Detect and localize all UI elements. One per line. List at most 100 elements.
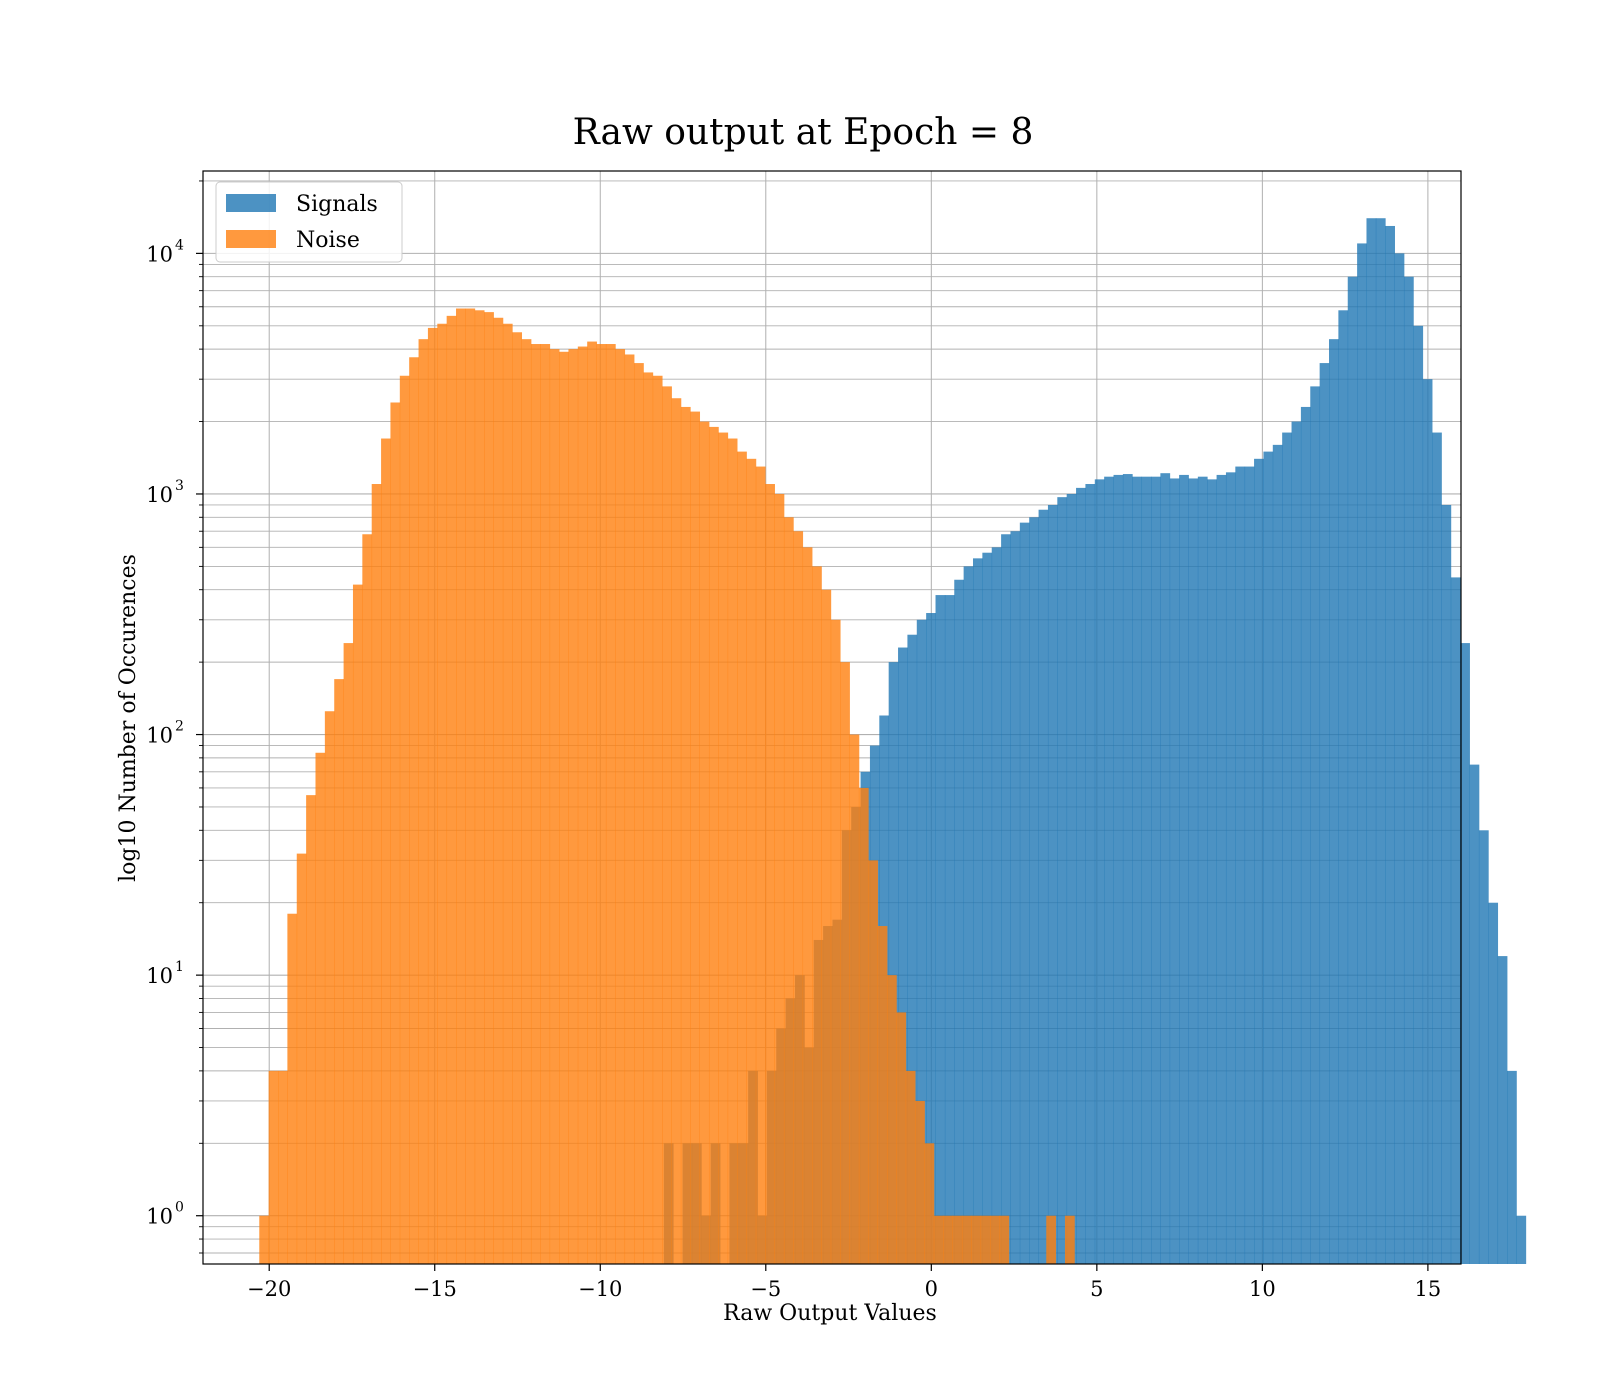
bar-signals-44 <box>1076 487 1086 1265</box>
bar-signals-59 <box>1216 474 1227 1264</box>
legend-label-signals: Signals <box>296 192 378 217</box>
bar-noise-45 <box>680 406 691 1264</box>
bar-noise-30 <box>540 344 551 1265</box>
bar-noise-59 <box>812 566 822 1264</box>
bar-noise-69 <box>905 1070 916 1264</box>
bar-noise-46 <box>690 411 701 1264</box>
bar-signals-73 <box>1347 276 1358 1264</box>
bar-signals-76 <box>1375 218 1386 1264</box>
bar-noise-34 <box>577 346 588 1265</box>
bar-signals-47 <box>1104 476 1114 1265</box>
bar-signals-64 <box>1263 451 1274 1264</box>
bar-signals-41 <box>1047 504 1058 1265</box>
bar-noise-55 <box>774 493 785 1264</box>
bar-noise-79 <box>999 1215 1010 1264</box>
histogram-bars <box>259 218 1527 1265</box>
bar-noise-58 <box>802 547 813 1264</box>
bar-noise-68 <box>896 1012 907 1264</box>
bar-noise-6 <box>315 752 326 1264</box>
bar-noise-9 <box>343 643 354 1264</box>
bar-signals-45 <box>1085 484 1096 1264</box>
bar-noise-56 <box>783 517 794 1264</box>
bar-signals-61 <box>1235 466 1246 1264</box>
y-tick-label-0: 10 <box>146 1205 173 1229</box>
bar-noise-39 <box>624 354 635 1264</box>
bar-noise-0 <box>259 1215 270 1264</box>
bar-noise-47 <box>699 421 710 1264</box>
bar-noise-23 <box>474 310 485 1265</box>
bar-noise-65 <box>868 860 879 1264</box>
legend-swatch-signals <box>226 194 276 212</box>
bar-noise-19 <box>437 323 448 1265</box>
bar-signals-54 <box>1169 478 1180 1265</box>
bar-noise-33 <box>568 349 579 1264</box>
bar-signals-51 <box>1141 476 1152 1265</box>
bar-signals-63 <box>1254 458 1264 1264</box>
bar-noise-78 <box>990 1215 1000 1264</box>
x-tick-label-5: 5 <box>1090 1277 1103 1301</box>
bar-signals-58 <box>1207 479 1217 1264</box>
bar-signals-69 <box>1310 386 1321 1264</box>
bar-noise-24 <box>484 312 494 1264</box>
bar-noise-17 <box>418 339 429 1264</box>
bar-noise-54 <box>765 484 775 1264</box>
bar-signals-34 <box>982 552 993 1264</box>
bar-noise-42 <box>652 375 663 1264</box>
y-tick-label-1: 10 <box>146 964 173 988</box>
bar-noise-64 <box>858 787 869 1264</box>
legend: Signals Noise <box>215 181 403 263</box>
bar-signals-80 <box>1413 325 1424 1264</box>
bar-signals-49 <box>1122 474 1133 1265</box>
bar-noise-86 <box>1064 1215 1075 1264</box>
bar-signals-75 <box>1366 218 1377 1264</box>
bar-noise-38 <box>615 349 626 1264</box>
bar-noise-5 <box>306 795 316 1264</box>
bar-signals-87 <box>1478 830 1489 1264</box>
bar-noise-41 <box>643 372 654 1264</box>
bar-signals-67 <box>1291 421 1302 1264</box>
bar-signals-37 <box>1010 531 1021 1264</box>
bar-noise-70 <box>915 1100 925 1264</box>
bar-noise-51 <box>737 451 747 1264</box>
bar-noise-52 <box>746 458 757 1264</box>
y-tick-exponent-3: 3 <box>175 478 184 494</box>
bar-signals-83 <box>1441 504 1452 1265</box>
bar-noise-2 <box>278 1070 288 1264</box>
bar-noise-15 <box>399 375 410 1264</box>
bar-signals-84 <box>1450 577 1461 1264</box>
bar-signals-38 <box>1019 522 1030 1264</box>
bar-signals-74 <box>1357 243 1367 1265</box>
bar-noise-22 <box>465 308 476 1264</box>
bar-signals-72 <box>1338 310 1349 1265</box>
bar-noise-50 <box>727 438 738 1264</box>
bar-noise-84 <box>1046 1215 1057 1264</box>
bar-noise-44 <box>671 398 682 1265</box>
bar-noise-66 <box>877 926 888 1264</box>
bar-noise-21 <box>456 308 466 1264</box>
bar-noise-75 <box>961 1215 972 1264</box>
bar-noise-7 <box>324 711 335 1264</box>
bar-noise-71 <box>924 1143 935 1264</box>
y-tick-label-2: 10 <box>146 724 173 748</box>
series-noise <box>259 308 1075 1265</box>
bar-signals-89 <box>1497 956 1508 1264</box>
bar-noise-61 <box>830 619 841 1264</box>
legend-label-noise: Noise <box>296 228 360 253</box>
bar-signals-46 <box>1094 479 1105 1264</box>
bar-signals-77 <box>1385 225 1395 1264</box>
bar-noise-35 <box>587 341 597 1264</box>
bar-signals-30 <box>944 595 955 1264</box>
bar-signals-82 <box>1432 432 1442 1265</box>
y-tick-label-3: 10 <box>146 483 173 507</box>
bar-signals-60 <box>1225 472 1236 1264</box>
x-tick-label-7: 15 <box>1415 1277 1442 1301</box>
bar-signals-31 <box>954 579 965 1264</box>
chart-title: Raw output at Epoch = 8 <box>573 112 1034 153</box>
bar-noise-28 <box>521 339 532 1264</box>
bar-noise-48 <box>708 426 719 1264</box>
bar-signals-71 <box>1329 339 1339 1264</box>
x-tick-label-6: 10 <box>1249 1277 1276 1301</box>
bar-signals-42 <box>1057 497 1068 1265</box>
